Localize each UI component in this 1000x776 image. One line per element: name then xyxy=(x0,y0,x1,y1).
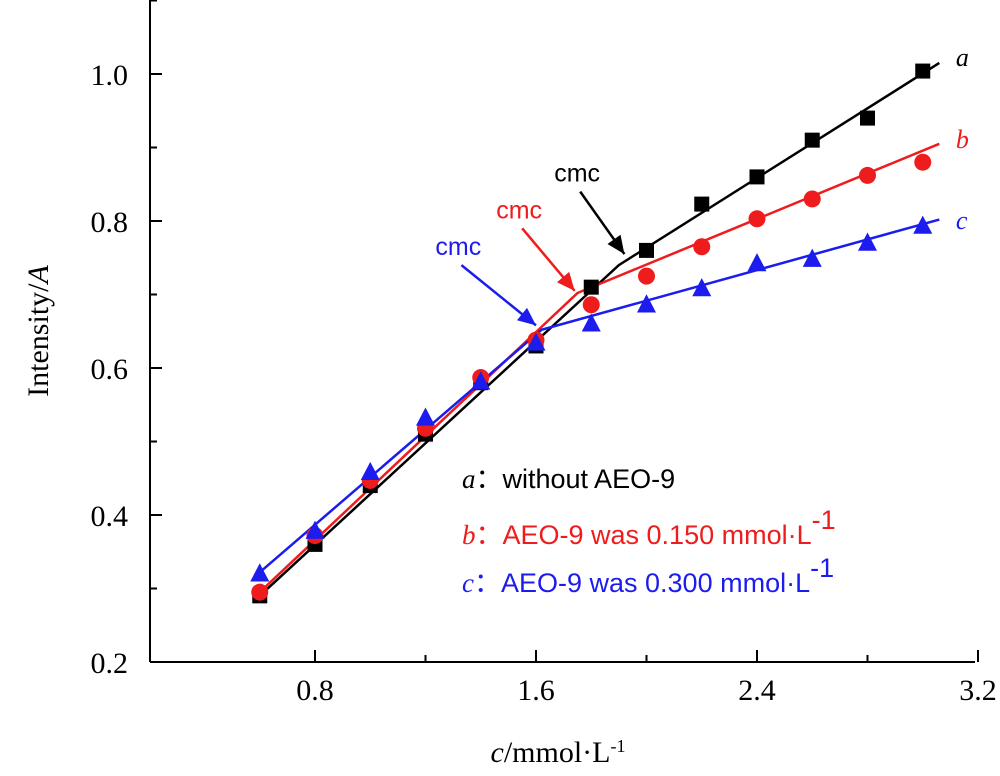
legend-entry-b: b：AEO-9 was 0.150 mmol·L-1 xyxy=(462,505,836,550)
marker-b xyxy=(748,210,766,228)
marker-c xyxy=(802,248,822,267)
legend-entry-a: a：without AEO-9 xyxy=(462,464,675,494)
cmc-label: cmc xyxy=(435,233,481,261)
marker-a xyxy=(639,242,654,258)
y-tick-label: 0.4 xyxy=(91,500,129,533)
marker-c xyxy=(692,278,712,297)
marker-a xyxy=(804,132,820,148)
marker-a xyxy=(915,63,931,79)
y-axis-title: Intensity/A xyxy=(22,265,55,397)
x-axis-title: c/mmol·L-1 xyxy=(491,736,626,769)
marker-c xyxy=(637,294,656,313)
marker-b xyxy=(859,166,876,184)
legend: a：without AEO-9 b：AEO-9 was 0.150 mmol·L… xyxy=(462,464,836,598)
fit-line-c xyxy=(258,218,940,574)
marker-c xyxy=(581,313,601,332)
marker-a xyxy=(583,279,599,295)
marker-c xyxy=(858,232,877,251)
marker-c xyxy=(360,461,380,481)
marker-c xyxy=(526,332,546,351)
series-letters: a b c xyxy=(956,43,969,235)
marker-b xyxy=(638,267,655,285)
marker-c xyxy=(471,371,491,390)
y-tick-label: 0.8 xyxy=(91,206,129,239)
series-label-b: b xyxy=(956,125,969,154)
x-tick-label: 0.8 xyxy=(296,674,334,707)
cmc-label: cmc xyxy=(496,196,542,224)
marker-b xyxy=(914,153,932,171)
marker-c xyxy=(250,563,270,582)
marker-b xyxy=(251,583,269,601)
marker-c xyxy=(416,407,435,426)
marker-c xyxy=(305,520,325,539)
series-label-a: a xyxy=(956,43,969,72)
y-tick-label: 1.0 xyxy=(91,59,129,92)
cmc-arrow-head xyxy=(607,234,625,255)
y-ticks: 0.2 0.4 0.6 0.8 1.0 xyxy=(91,0,162,680)
marker-a xyxy=(694,196,710,212)
marker-c xyxy=(747,253,767,272)
plot-area: 0.8 1.6 2.4 3.2 0.20.40.60.81.0 abc cmccmcc… xyxy=(91,0,997,707)
marker-a xyxy=(860,110,875,126)
x-tick-label: 2.4 xyxy=(738,674,776,707)
marker-b xyxy=(582,296,600,314)
data-markers xyxy=(250,63,933,604)
marker-b xyxy=(803,190,821,208)
marker-c xyxy=(913,215,933,234)
cmc-label: cmc xyxy=(554,160,600,188)
x-ticks: 0.8 1.6 2.4 3.2 xyxy=(296,650,997,707)
x-tick-label: 1.6 xyxy=(517,674,555,707)
x-tick-label: 3.2 xyxy=(959,674,997,707)
legend-entry-c: c：AEO-9 was 0.300 mmol·L-1 xyxy=(462,553,834,598)
series-label-c: c xyxy=(956,206,968,235)
cmc-arrow-head xyxy=(556,271,575,291)
y-tick-label: 0.2 xyxy=(91,647,129,680)
marker-a xyxy=(749,169,765,185)
cmc-arrow-head xyxy=(516,307,536,326)
fit-line-a xyxy=(258,61,940,597)
y-tick-label: 0.6 xyxy=(91,353,129,386)
marker-b xyxy=(693,238,711,256)
